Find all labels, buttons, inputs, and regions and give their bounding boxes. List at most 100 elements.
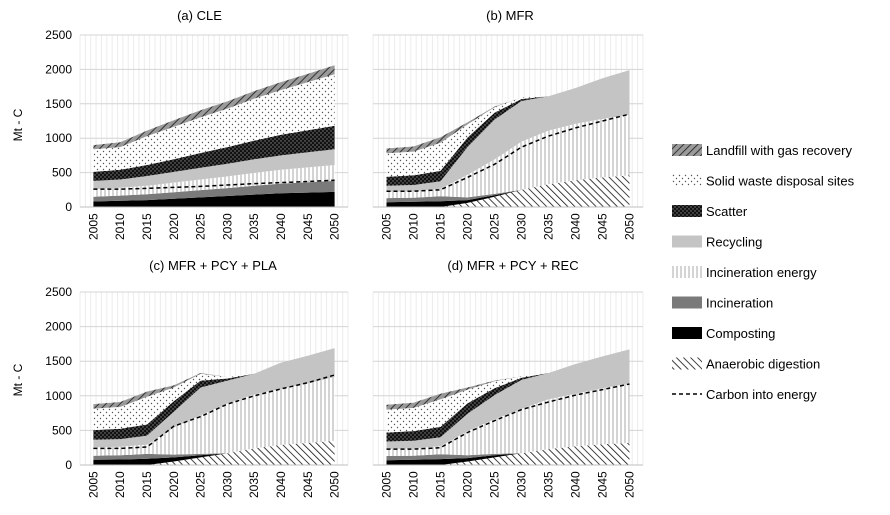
panel-c-area-lf bbox=[93, 348, 335, 409]
panel-c-x-tick-label: 2005 bbox=[86, 471, 100, 498]
panel-a-x-tick-label: 2020 bbox=[167, 213, 181, 240]
panel-a-area-sw bbox=[93, 74, 335, 172]
panel-c-y-tick-label: 500 bbox=[52, 423, 72, 437]
panel-a-x-tick-label: 2015 bbox=[140, 213, 154, 240]
panel-c-area-co bbox=[93, 440, 335, 465]
legend: Landfill with gas recovery Solid waste di… bbox=[672, 143, 855, 402]
panel-a-y-tick-label: 0 bbox=[65, 200, 72, 214]
panel-d-area-lf bbox=[386, 349, 630, 410]
panel-a-x-tick-label: 2035 bbox=[247, 213, 261, 240]
panel-d-area-in bbox=[386, 442, 630, 461]
panel-b-area-in bbox=[386, 175, 630, 203]
panel-b-x-tick-label: 2025 bbox=[488, 213, 502, 240]
legend-swatch-sc bbox=[672, 205, 702, 217]
panel-a-area-in bbox=[93, 180, 335, 202]
panel-c-y-tick-label: 0 bbox=[65, 458, 72, 472]
panel-a-x-tick-label: 2045 bbox=[301, 213, 315, 240]
panel-d-x-tick-label: 2010 bbox=[407, 471, 421, 498]
panel-c-x-tick-label: 2025 bbox=[194, 471, 208, 498]
legend-swatch-ie bbox=[672, 266, 702, 278]
panel-b-area-sw bbox=[386, 70, 630, 177]
legend-label-sw: Solid waste disposal sites bbox=[706, 174, 855, 189]
panel-a-x-tick-label: 2010 bbox=[113, 213, 127, 240]
panel-c-area-rc bbox=[93, 348, 335, 448]
legend-label-rc: Recycling bbox=[706, 235, 762, 250]
panel-a-x-tick-label: 2025 bbox=[194, 213, 208, 240]
legend-item-ie: Incineration energy bbox=[672, 265, 817, 280]
panel-c-area-ad bbox=[93, 440, 335, 465]
panel-d-x-tick-label: 2015 bbox=[434, 471, 448, 498]
panel-d-line-ce bbox=[386, 383, 630, 450]
panel-c-x-tick-label: 2020 bbox=[167, 471, 181, 498]
panel-a-x-tick-label: 2040 bbox=[274, 213, 288, 240]
panel-d-x-tick-label: 2050 bbox=[623, 471, 637, 498]
panel-c-area-in bbox=[93, 440, 335, 460]
panel-b-x-tick-label: 2030 bbox=[515, 213, 529, 240]
panel-b-x-tick-label: 2010 bbox=[407, 213, 421, 240]
legend-item-in: Incineration bbox=[672, 296, 773, 311]
panel-c-plot: 2005 2010 2015 2020 2025 2030 2035 2040 2045 2050… bbox=[45, 285, 349, 498]
panel-d-x-tick-label: 2025 bbox=[488, 471, 502, 498]
legend-label-co: Composting bbox=[706, 326, 775, 341]
panel-a-area-sc bbox=[93, 125, 335, 181]
panel-a-plot: 2005 2010 2015 2020 2025 2030 2035 2040 2045 2050… bbox=[45, 28, 349, 240]
panel-c-x-tick-label: 2010 bbox=[113, 471, 127, 498]
panel-c-x-tick-label: 2030 bbox=[220, 471, 234, 498]
panel-a-y-tick-label: 2000 bbox=[45, 62, 72, 76]
panel-b-x-tick-label: 2040 bbox=[569, 213, 583, 240]
panel-d-x-tick-label: 2040 bbox=[569, 471, 583, 498]
legend-swatch-lf bbox=[672, 144, 702, 156]
panel-d-area-sw bbox=[386, 349, 630, 433]
panel-b-area-ad bbox=[386, 175, 630, 207]
panel-b-x-tick-label: 2015 bbox=[434, 213, 448, 240]
panel-b-x-tick-label: 2045 bbox=[596, 213, 610, 240]
panel-d-x-tick-label: 2045 bbox=[596, 471, 610, 498]
panel-b-x-tick-label: 2050 bbox=[623, 213, 637, 240]
legend-label-sc: Scatter bbox=[706, 204, 748, 219]
panel-a: (a) CLE 2005 2010 2015 2020 2025 2030 2035 2040… bbox=[45, 8, 349, 240]
panel-a-y-tick-label: 1000 bbox=[45, 131, 72, 145]
legend-label-ce: Carbon into energy bbox=[706, 387, 817, 402]
legend-item-lf: Landfill with gas recovery bbox=[672, 143, 852, 158]
panel-c-x-tick-label: 2015 bbox=[140, 471, 154, 498]
legend-item-ce: Carbon into energy bbox=[672, 387, 817, 402]
panel-d-area-rc bbox=[386, 349, 630, 450]
legend-label-lf: Landfill with gas recovery bbox=[706, 143, 852, 158]
panel-d-x-tick-label: 2020 bbox=[461, 471, 475, 498]
panel-c-y-tick-label: 2500 bbox=[45, 285, 72, 299]
panel-b-x-tick-label: 2035 bbox=[542, 213, 556, 240]
legend-swatch-sw bbox=[672, 174, 702, 187]
panel-d-area-sc bbox=[386, 349, 630, 442]
panel-a-x-tick-label: 2005 bbox=[86, 213, 100, 240]
panel-d-x-tick-label: 2035 bbox=[542, 471, 556, 498]
panel-d-area-ie bbox=[386, 383, 630, 456]
panel-c-x-tick-label: 2035 bbox=[247, 471, 261, 498]
panel-d-x-tick-label: 2005 bbox=[380, 471, 394, 498]
panel-a-area-ie bbox=[93, 165, 335, 197]
panel-c: (c) MFR + PCY + PLA 2005 2010 2015 2020 2025… bbox=[45, 258, 349, 498]
legend-swatch-co bbox=[672, 327, 702, 339]
panel-d-title: (d) MFR + PCY + REC bbox=[447, 258, 578, 273]
legend-item-ad: Anaerobic digestion bbox=[672, 357, 820, 372]
panel-a-x-tick-label: 2050 bbox=[328, 213, 342, 240]
panel-a-line-ce bbox=[93, 179, 335, 190]
legend-item-sc: Scatter bbox=[672, 204, 748, 219]
legend-swatch-ad bbox=[672, 357, 702, 370]
panel-d-x-tick-label: 2030 bbox=[515, 471, 529, 498]
panel-b-title: (b) MFR bbox=[486, 8, 534, 23]
panel-c-y-tick-label: 2000 bbox=[45, 320, 72, 334]
panel-d-area-ad bbox=[386, 442, 630, 465]
panel-a-x-tick-label: 2030 bbox=[220, 213, 234, 240]
panel-a-y-tick-label: 1500 bbox=[45, 97, 72, 111]
panel-a-y-tick-label: 500 bbox=[52, 166, 72, 180]
panel-c-area-ie bbox=[93, 377, 335, 456]
legend-label-ie: Incineration energy bbox=[706, 265, 817, 280]
panel-c-area-sc bbox=[93, 348, 335, 440]
panel-d-area-co bbox=[386, 442, 630, 465]
panel-b-area-co bbox=[386, 175, 630, 207]
panel-c-title: (c) MFR + PCY + PLA bbox=[149, 258, 277, 273]
panel-c-x-tick-label: 2045 bbox=[301, 471, 315, 498]
panel-b-line-ce bbox=[386, 113, 630, 192]
panel-b-x-tick-label: 2005 bbox=[380, 213, 394, 240]
